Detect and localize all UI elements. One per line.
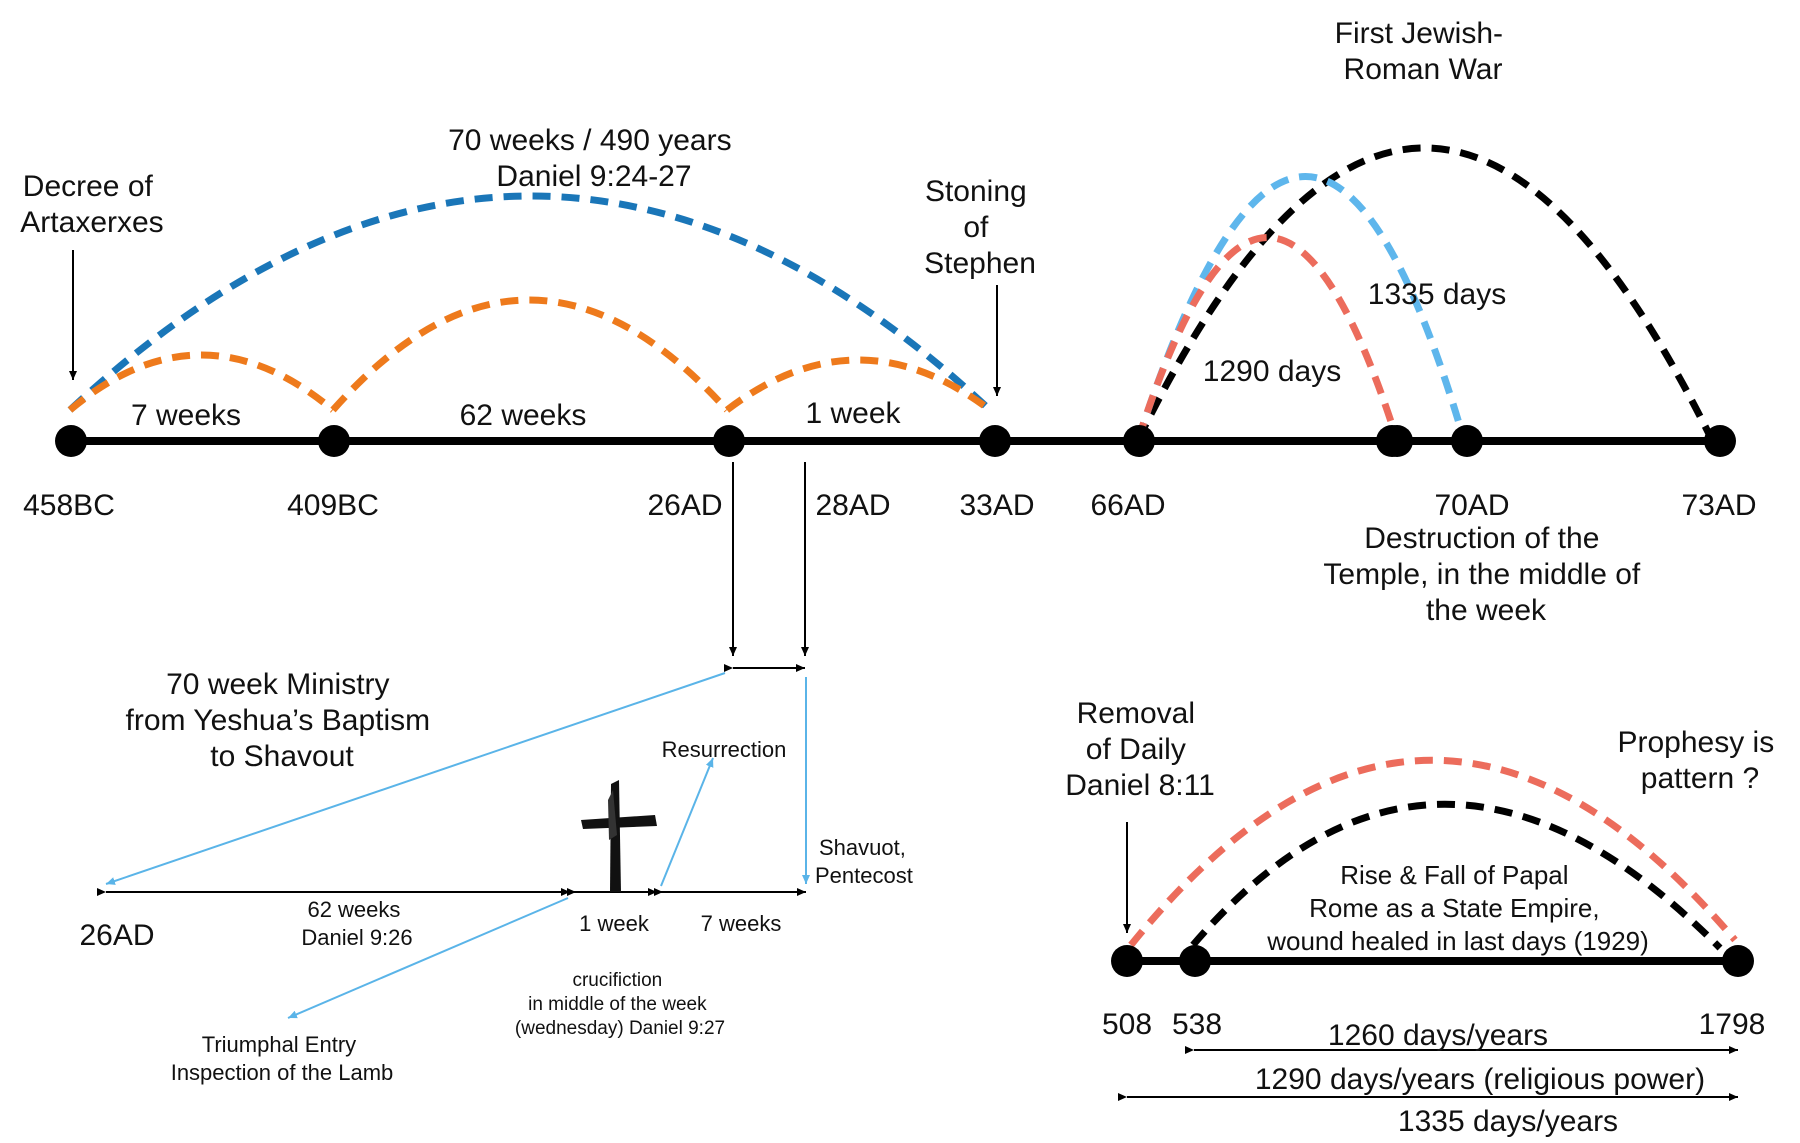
papal-date-538: 538 <box>1172 1008 1222 1041</box>
ministry-start-date: 26AD <box>79 919 154 952</box>
label-1290-days: 1290 days <box>1203 355 1341 388</box>
rise-fall-label: Rise & Fall of Papal Rome as a State Emp… <box>1266 860 1649 956</box>
date-73ad: 73AD <box>1681 489 1756 522</box>
date-33ad: 33AD <box>959 489 1034 522</box>
papal-date-1798: 1798 <box>1699 1008 1766 1041</box>
timeline-dot-66ad <box>1123 425 1155 457</box>
war-label: First Jewish- Roman War <box>1335 17 1512 86</box>
date-28ad: 28AD <box>815 489 890 522</box>
shavuot-label: Shavuot, Pentecost <box>815 835 913 888</box>
arc-papal-red <box>1128 756 1738 948</box>
date-409bc: 409BC <box>287 489 379 522</box>
cross-icon <box>581 780 657 892</box>
papal-date-508: 508 <box>1102 1008 1152 1041</box>
label-1290-years: 1290 days/years (religious power) <box>1255 1063 1705 1096</box>
blue-pointer-resurrection <box>660 757 714 887</box>
timeline-dot-458bc <box>55 425 87 457</box>
arc-1335-days <box>1134 173 1468 442</box>
stoning-label: Stoning of Stephen <box>924 175 1036 280</box>
label-1260-years: 1260 days/years <box>1328 1019 1548 1052</box>
timeline-dot-70ad <box>1451 425 1483 457</box>
blue-pointer-triumphal <box>287 897 569 1019</box>
papal-dot-538 <box>1179 945 1211 977</box>
date-70ad: 70AD <box>1434 489 1509 522</box>
resurrection-label: Resurrection <box>662 737 787 762</box>
segment-1-week: 1 week <box>805 397 901 430</box>
prophesy-label: Prophesy is pattern ? <box>1617 726 1782 795</box>
crucifixion-label: crucifiction in middle of the week (wedn… <box>515 970 725 1039</box>
timeline-dot-26ad <box>713 425 745 457</box>
ministry-detail: 70 week Ministry from Yeshua’s Baptism t… <box>79 462 913 1085</box>
label-1335-years: 1335 days/years <box>1398 1105 1618 1138</box>
segment-7-weeks: 7 weeks <box>131 399 241 432</box>
date-458bc: 458BC <box>23 489 115 522</box>
ministry-1-week: 1 week <box>579 911 650 936</box>
top-timeline: Decree of Artaxerxes 70 weeks / 490 year… <box>20 17 1756 627</box>
papal-timeline: Removal of Daily Daniel 8:11 Prophesy is… <box>1065 697 1782 1138</box>
timeline-dot-409bc <box>318 425 350 457</box>
arc-papal-black <box>1190 800 1723 951</box>
ministry-title: 70 week Ministry from Yeshua’s Baptism t… <box>126 668 439 773</box>
arc-62-weeks <box>330 296 730 413</box>
triumphal-entry-label: Triumphal Entry Inspection of the Lamb <box>171 1032 394 1085</box>
ministry-62-weeks: 62 weeks Daniel 9:26 <box>301 897 412 950</box>
arc-7-weeks <box>67 351 336 413</box>
segment-62-weeks: 62 weeks <box>460 399 587 432</box>
timeline-dot-73ad <box>1704 425 1736 457</box>
decree-label: Decree of Artaxerxes <box>20 170 163 239</box>
label-1335-days: 1335 days <box>1368 278 1506 311</box>
timeline-dot-69ad-b <box>1381 425 1413 457</box>
removal-label: Removal of Daily Daniel 8:11 <box>1065 697 1215 802</box>
seventy-weeks-label: 70 weeks / 490 years Daniel 9:24-27 <box>448 124 740 193</box>
date-66ad: 66AD <box>1090 489 1165 522</box>
papal-dot-508 <box>1111 945 1143 977</box>
destruction-label: Destruction of the Temple, in the middle… <box>1323 522 1648 627</box>
papal-dot-1798 <box>1722 945 1754 977</box>
date-26ad: 26AD <box>647 489 722 522</box>
ministry-7-weeks: 7 weeks <box>701 911 782 936</box>
blue-pointer-to-26ad <box>105 672 726 885</box>
timeline-dot-33ad <box>979 425 1011 457</box>
arc-1290-days <box>1134 234 1401 442</box>
arc-1-week <box>724 356 993 413</box>
